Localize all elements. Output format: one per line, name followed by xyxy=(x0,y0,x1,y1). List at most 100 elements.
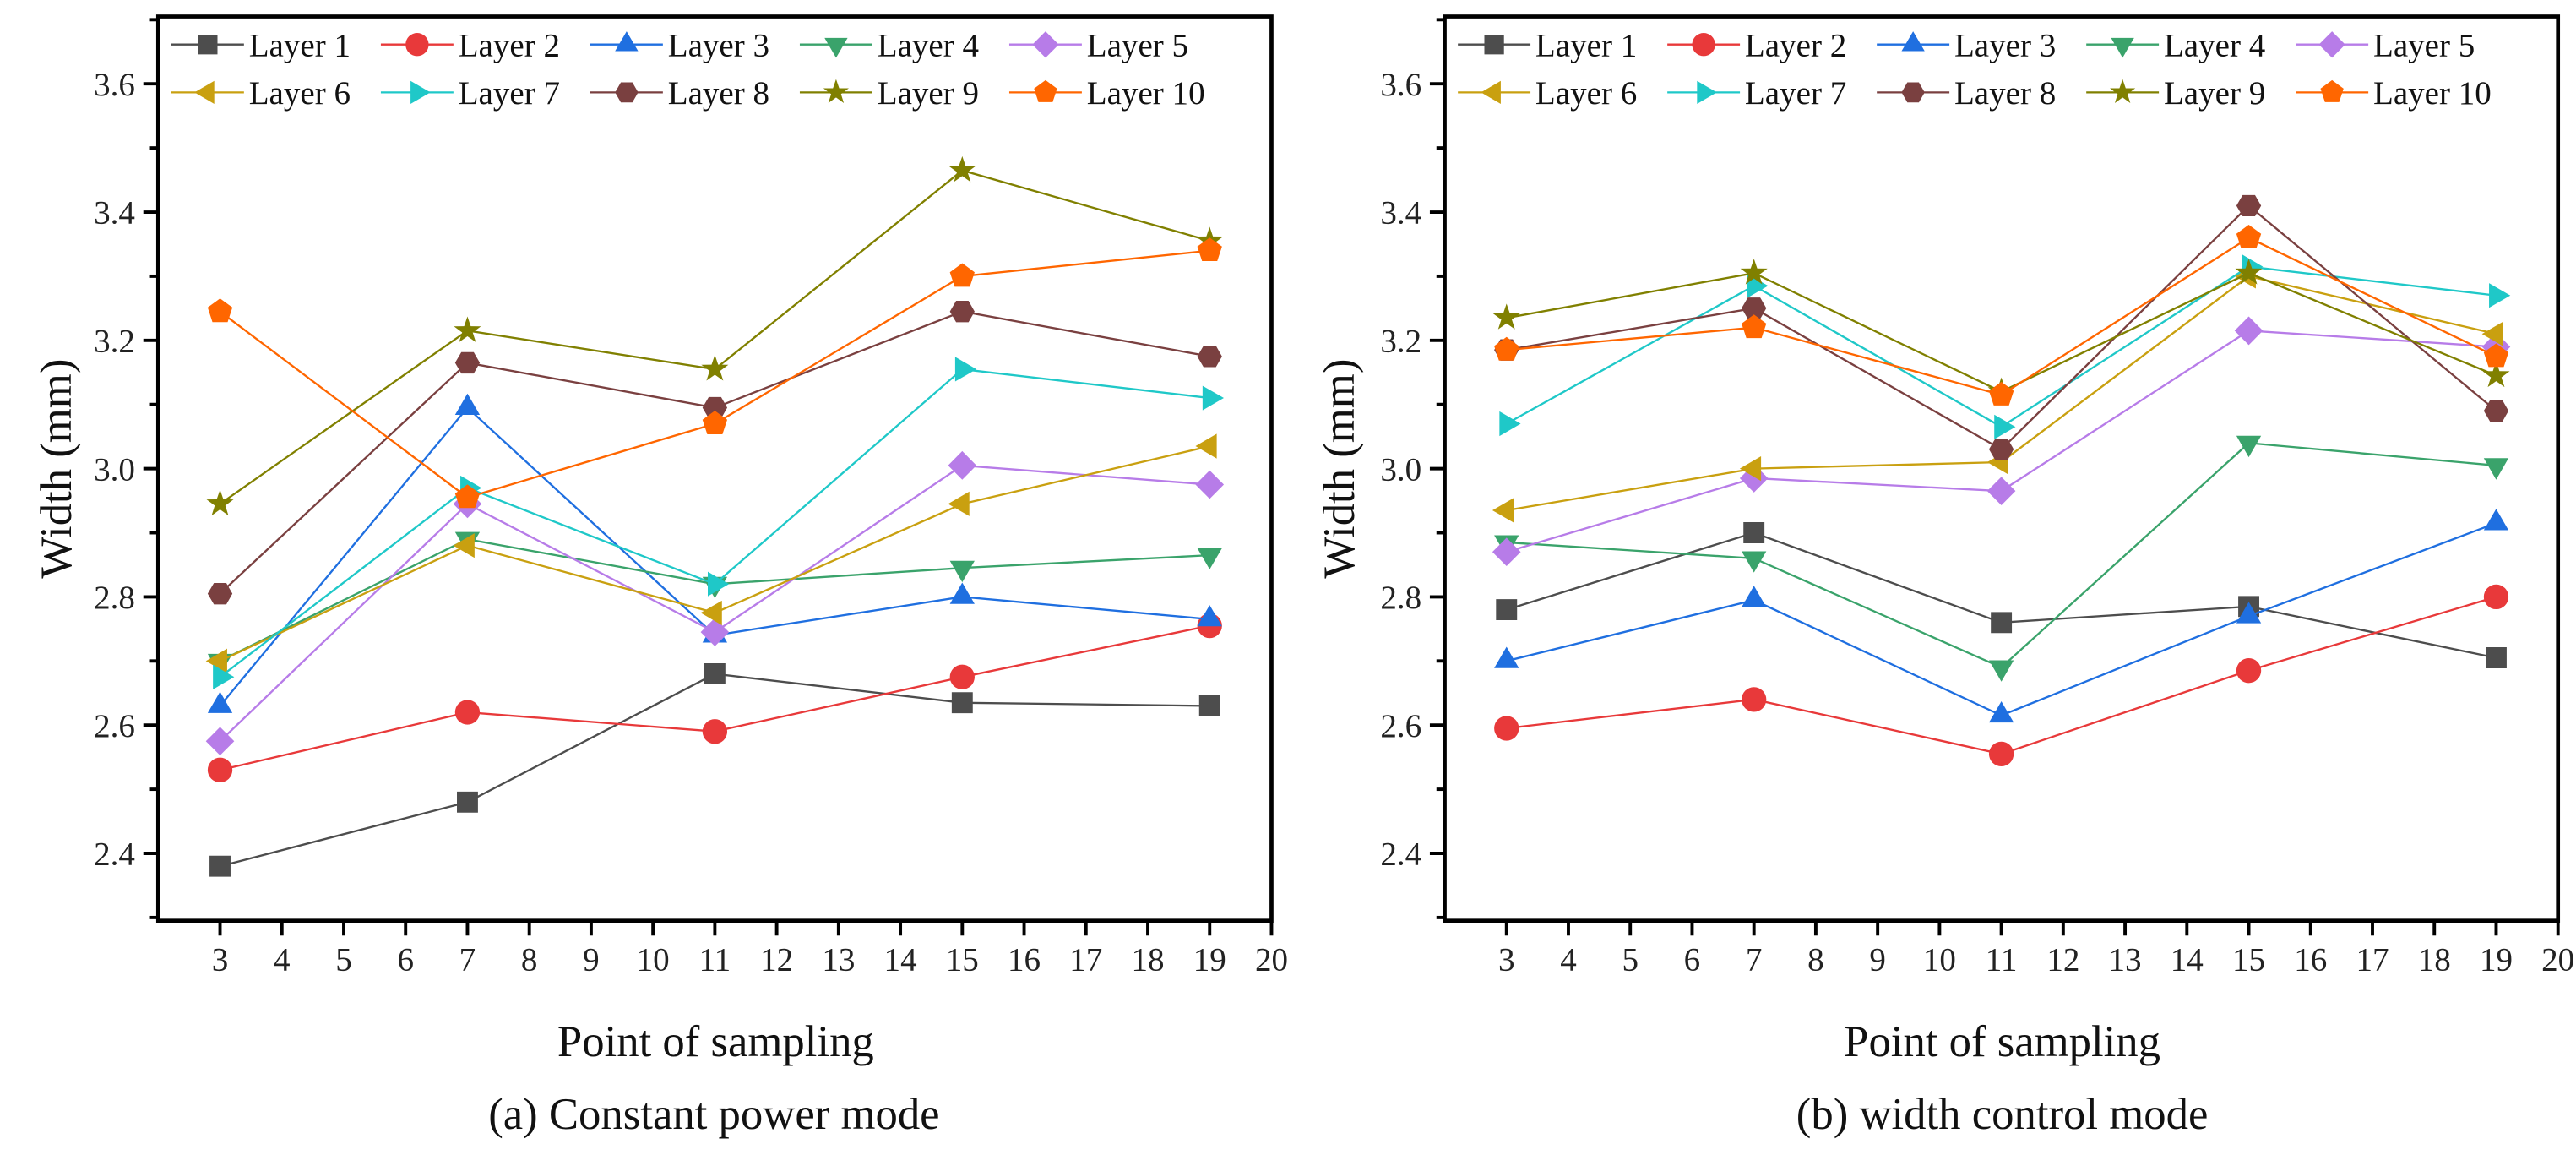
circle-marker xyxy=(1742,687,1767,712)
pentagon-marker xyxy=(1197,237,1222,261)
x-tick-label: 20 xyxy=(1255,941,1288,978)
star-marker xyxy=(206,489,234,516)
caption: (b) width control mode xyxy=(1796,1090,2209,1139)
legend-item: Layer 7 xyxy=(1667,75,1846,112)
triangle-right-marker xyxy=(1202,385,1225,411)
circle-marker xyxy=(702,719,728,744)
legend-item: Layer 4 xyxy=(799,27,979,63)
legend-item: Layer 2 xyxy=(1667,27,1846,63)
triangle-up-marker xyxy=(1494,646,1519,668)
x-axis-label: Point of sampling xyxy=(1844,1017,2160,1066)
series-line xyxy=(219,406,1210,707)
pentagon-marker xyxy=(1742,314,1767,339)
y-tick-label: 3.2 xyxy=(94,323,135,359)
series-line xyxy=(220,673,1210,868)
hexagon-legend-icon xyxy=(615,82,639,103)
legend-item: Layer 4 xyxy=(2086,27,2265,63)
legend-item: Layer 8 xyxy=(1877,75,2056,112)
y-tick-label: 2.4 xyxy=(94,836,135,873)
x-tick-label: 5 xyxy=(335,941,352,978)
legend: Layer 1 Layer 2 Layer 3 Layer 4 Layer 5 Layer… xyxy=(171,27,1205,112)
x-tick-label: 14 xyxy=(884,941,917,978)
star-legend-icon xyxy=(2110,79,2136,104)
x-tick-label: 13 xyxy=(2109,941,2142,978)
legend-item: Layer 1 xyxy=(1458,27,1637,63)
triangle-left-marker xyxy=(1739,455,1762,482)
series-5 xyxy=(205,450,1225,756)
legend-label: Layer 7 xyxy=(1745,75,1846,112)
triangle-up-marker xyxy=(454,393,481,415)
y-tick-label: 3.2 xyxy=(1380,323,1421,359)
pentagon-marker xyxy=(1988,381,2014,406)
series-line xyxy=(1506,204,2497,451)
x-tick-label: 7 xyxy=(1746,941,1763,978)
y-tick-label: 3.4 xyxy=(94,195,135,232)
legend-label: Layer 10 xyxy=(1087,75,1205,112)
legend-label: Layer 2 xyxy=(459,27,560,63)
square-marker xyxy=(457,791,478,813)
legend-label: Layer 4 xyxy=(2164,27,2265,63)
square-marker xyxy=(2486,647,2507,668)
hexagon-marker xyxy=(2483,400,2509,422)
legend-item: Layer 2 xyxy=(380,27,560,63)
triangle-up-marker xyxy=(2236,602,2262,624)
triangle-up-legend-icon xyxy=(615,31,639,52)
x-tick-label: 13 xyxy=(822,941,855,978)
x-tick-label: 3 xyxy=(1498,941,1515,978)
legend-item: Layer 10 xyxy=(1008,75,1205,112)
legend-label: Layer 8 xyxy=(1954,75,2056,112)
legend-label: Layer 1 xyxy=(1535,27,1637,63)
legend-item: Layer 5 xyxy=(1008,27,1188,63)
legend-item: Layer 6 xyxy=(1458,75,1637,112)
x-tick-label: 18 xyxy=(1131,941,1164,978)
x-tick-label: 15 xyxy=(946,941,979,978)
series-line xyxy=(219,310,1210,595)
triangle-down-marker xyxy=(1988,660,2014,682)
legend-label: Layer 5 xyxy=(2373,27,2475,63)
x-tick-label: 14 xyxy=(2171,941,2204,978)
circle-marker xyxy=(1494,716,1519,741)
star-marker xyxy=(454,316,481,343)
triangle-down-marker xyxy=(1197,548,1222,569)
series-7 xyxy=(213,357,1225,689)
plot-frame xyxy=(155,14,1274,923)
y-tick-label: 3.6 xyxy=(94,67,135,103)
triangle-right-legend-icon xyxy=(410,80,431,105)
series-line xyxy=(1506,271,2497,393)
star-legend-icon xyxy=(823,79,849,104)
legend-label: Layer 5 xyxy=(1087,27,1188,63)
triangle-left-marker xyxy=(948,491,970,516)
circle-marker xyxy=(454,700,481,725)
triangle-down-marker xyxy=(949,560,975,583)
triangle-up-marker xyxy=(1197,605,1222,627)
circle-marker xyxy=(1988,741,2014,767)
triangle-left-marker xyxy=(700,600,722,625)
x-tick-label: 8 xyxy=(521,941,538,978)
triangle-up-marker xyxy=(949,582,975,604)
series-1 xyxy=(209,663,1220,877)
legend-label: Layer 4 xyxy=(878,27,979,63)
series-4 xyxy=(1494,435,2509,682)
series-6 xyxy=(205,433,1217,673)
star-marker xyxy=(1492,303,1520,330)
panel-width-control-mode: (b) width control mode Point of sampling… xyxy=(1315,14,2574,1139)
hexagon-marker xyxy=(207,582,233,605)
triangle-up-marker xyxy=(1988,700,2014,723)
x-tick-label: 12 xyxy=(2046,941,2079,978)
hexagon-marker xyxy=(1988,439,2014,460)
star-marker xyxy=(2482,361,2510,388)
series-line xyxy=(1506,442,2497,669)
series-8 xyxy=(207,301,1222,605)
diamond-marker xyxy=(1492,537,1521,567)
y-axis-label: Width (mm) xyxy=(32,359,81,579)
x-tick-label: 20 xyxy=(2541,941,2574,978)
star-marker xyxy=(1740,259,1768,285)
pentagon-marker xyxy=(1494,336,1519,361)
pentagon-marker xyxy=(2483,343,2509,368)
x-tick-label: 19 xyxy=(1193,941,1226,978)
legend-label: Layer 8 xyxy=(668,75,769,112)
series-2 xyxy=(1494,584,2509,767)
legend-label: Layer 3 xyxy=(1954,27,2056,63)
hexagon-marker xyxy=(1197,346,1222,368)
triangle-right-marker xyxy=(1499,411,1521,437)
